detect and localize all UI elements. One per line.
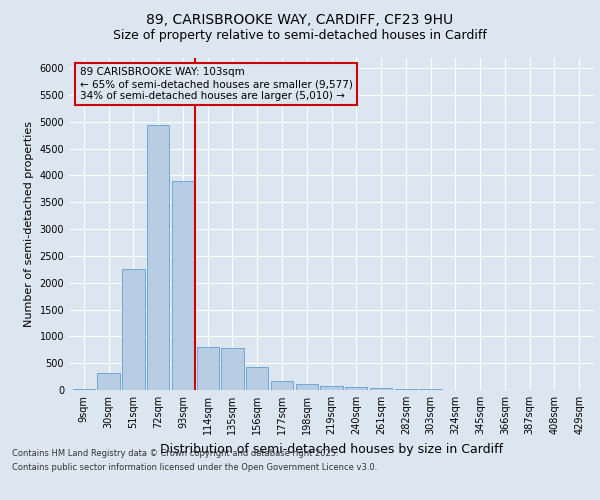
Bar <box>370 388 392 390</box>
Bar <box>221 348 244 390</box>
Text: Size of property relative to semi-detached houses in Cardiff: Size of property relative to semi-detach… <box>113 29 487 42</box>
Bar <box>320 386 343 390</box>
Text: 89 CARISBROOKE WAY: 103sqm
← 65% of semi-detached houses are smaller (9,577)
34%: 89 CARISBROOKE WAY: 103sqm ← 65% of semi… <box>79 68 352 100</box>
Bar <box>97 374 120 390</box>
Bar <box>172 181 194 390</box>
X-axis label: Distribution of semi-detached houses by size in Cardiff: Distribution of semi-detached houses by … <box>160 442 503 456</box>
Text: Contains HM Land Registry data © Crown copyright and database right 2025.: Contains HM Land Registry data © Crown c… <box>12 448 338 458</box>
Text: Contains public sector information licensed under the Open Government Licence v3: Contains public sector information licen… <box>12 464 377 472</box>
Text: 89, CARISBROOKE WAY, CARDIFF, CF23 9HU: 89, CARISBROOKE WAY, CARDIFF, CF23 9HU <box>146 12 454 26</box>
Bar <box>122 270 145 390</box>
Bar <box>296 384 318 390</box>
Bar <box>345 387 367 390</box>
Y-axis label: Number of semi-detached properties: Number of semi-detached properties <box>24 120 34 327</box>
Bar <box>197 347 219 390</box>
Bar <box>271 382 293 390</box>
Bar <box>73 389 95 390</box>
Bar <box>246 367 268 390</box>
Bar <box>395 389 417 390</box>
Bar <box>147 124 169 390</box>
